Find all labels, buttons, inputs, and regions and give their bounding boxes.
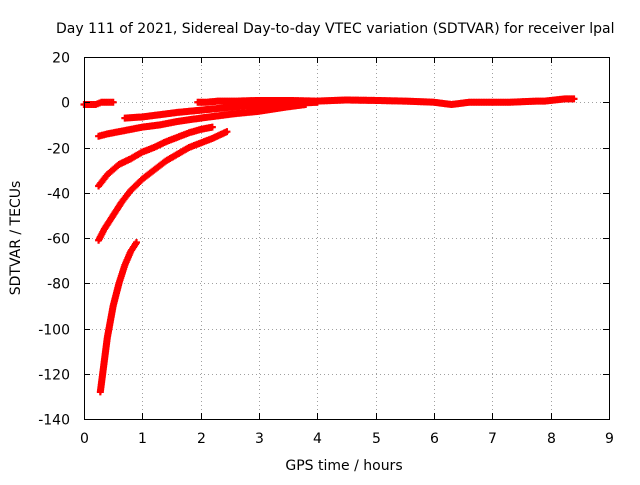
- chart-title: Day 111 of 2021, Sidereal Day-to-day VTE…: [56, 21, 614, 37]
- y-tick-label: -140: [38, 413, 70, 429]
- tick-layer: [84, 57, 610, 420]
- y-tick-label: -20: [47, 142, 70, 158]
- data-point: [223, 128, 231, 136]
- y-tick-label: -120: [38, 368, 70, 384]
- y-tick-label: -80: [47, 277, 70, 293]
- y-tick-label: -60: [47, 232, 70, 248]
- y-tick-label: -100: [38, 323, 70, 339]
- data-layer: [80, 95, 578, 396]
- data-series: [96, 239, 140, 396]
- data-point: [109, 98, 117, 106]
- data-point: [313, 98, 321, 106]
- x-tick-label: 7: [488, 431, 497, 447]
- data-point: [570, 95, 578, 103]
- data-series: [95, 101, 310, 140]
- x-tick-label: 4: [313, 431, 322, 447]
- data-series: [95, 123, 216, 190]
- x-tick-label: 3: [255, 431, 264, 447]
- data-point: [302, 101, 310, 109]
- data-point: [208, 123, 216, 131]
- y-tick-label: 20: [52, 51, 70, 67]
- y-tick-label: -40: [47, 187, 70, 203]
- x-tick-label: 6: [430, 431, 439, 447]
- data-series: [80, 95, 578, 109]
- y-tick-label: 0: [61, 96, 70, 112]
- data-series: [95, 128, 231, 244]
- data-point: [133, 239, 140, 247]
- x-tick-label: 0: [80, 431, 89, 447]
- y-axis-label: SDTVAR / TECUs: [8, 181, 24, 296]
- x-axis-label: GPS time / hours: [285, 458, 402, 474]
- x-tick-label: 8: [547, 431, 556, 447]
- x-tick-label: 9: [605, 431, 614, 447]
- x-tick-label: 2: [197, 431, 206, 447]
- x-tick-label: 5: [372, 431, 381, 447]
- label-layer: 0 1 2 3 4 5 6 7 8 9 20 0 -20 -40 -60 -80 -100 -120 -140: [38, 51, 614, 448]
- x-tick-label: 1: [138, 431, 147, 447]
